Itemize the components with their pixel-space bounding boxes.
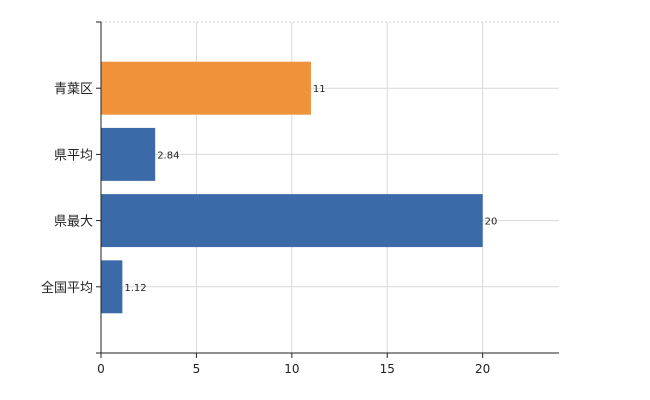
y-tick-label: 県平均 [54,148,93,163]
bar-layer [101,61,483,314]
y-tick-label: 全国平均 [41,280,93,296]
x-tick-label: 20 [475,362,490,376]
data-label: 1.12 [124,283,146,294]
y-tick-label: 県最大 [54,215,93,230]
axis-layer [96,21,559,358]
x-tick-label: 0 [97,362,105,376]
bar [101,260,123,314]
data-label: 2.84 [157,150,179,161]
data-label: 20 [485,217,498,228]
x-tick-label: 15 [380,362,395,376]
x-tick-label: 5 [193,362,201,376]
bar [101,127,156,181]
bar [101,194,483,248]
data-label: 11 [313,84,326,95]
y-tick-label: 青葉区 [54,82,93,97]
x-tick-label: 10 [284,362,299,376]
bar [101,61,311,115]
